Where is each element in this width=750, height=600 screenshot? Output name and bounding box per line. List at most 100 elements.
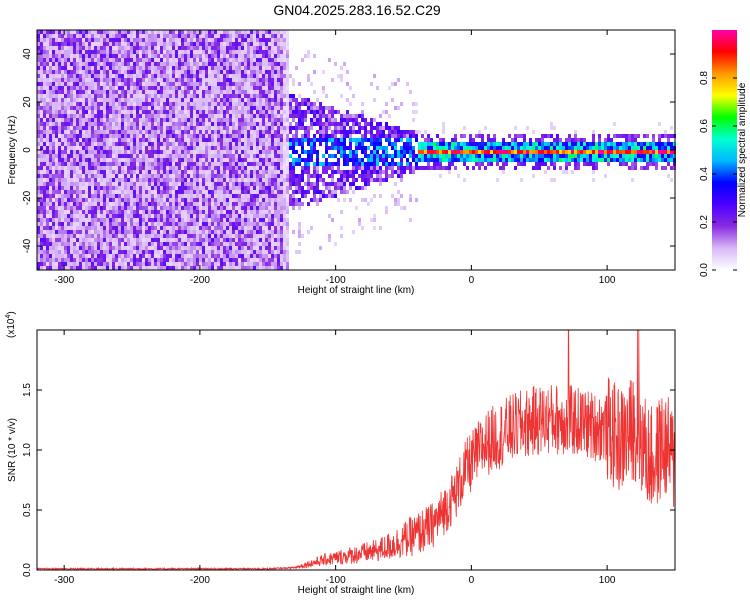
spectrogram-cell <box>181 42 184 46</box>
spectrogram-cell <box>130 50 133 54</box>
spectrogram-cell <box>280 162 283 166</box>
spectrogram-cell <box>94 34 97 38</box>
spectrogram-cell <box>229 142 232 146</box>
spectrogram-cell <box>208 154 211 158</box>
spectrogram-cell <box>121 222 124 226</box>
spectrogram-cell <box>46 214 49 218</box>
spectrogram-cell <box>223 34 226 38</box>
spectrogram-cell <box>79 62 82 66</box>
spectrogram-cell <box>178 110 181 114</box>
spectrogram-cell <box>226 66 229 70</box>
spectrogram-cell <box>271 206 274 210</box>
spectrogram-cell <box>154 58 157 62</box>
spectrogram-cell <box>106 126 109 130</box>
spectrogram-cell <box>265 258 268 262</box>
spectrogram-cell <box>64 58 67 62</box>
spectrogram-cell <box>76 206 79 210</box>
spectrogram-cell <box>178 238 181 242</box>
spectrogram-cell <box>130 166 133 170</box>
spectrogram-cell <box>40 234 43 238</box>
spectrogram-cell <box>103 150 106 154</box>
spectrogram-cell <box>70 158 73 162</box>
spectrogram-cell <box>253 186 256 190</box>
spectrogram-cell <box>82 58 85 62</box>
spectrogram-cell <box>250 250 253 254</box>
spectrogram-cell <box>121 50 124 54</box>
spectrogram-cell <box>280 222 283 226</box>
spectrogram-cell <box>271 102 274 106</box>
spectrogram-cell <box>127 138 130 142</box>
spectrogram-cell <box>139 30 142 34</box>
spectrogram-cell <box>91 126 94 130</box>
spectrogram-cell <box>163 138 166 142</box>
spectrogram-cell <box>250 150 253 154</box>
spectrogram-cell <box>82 134 85 138</box>
spectrogram-cell <box>253 94 256 98</box>
spectrogram-cell <box>214 138 217 142</box>
spectrogram-cell <box>148 86 151 90</box>
spectrogram-cell <box>160 174 163 178</box>
spectrogram-cell <box>232 226 235 230</box>
spectrogram-cell <box>181 254 184 258</box>
spectrogram-cell <box>190 110 193 114</box>
spectrogram-cell <box>247 254 250 258</box>
spectrogram-cell <box>268 238 271 242</box>
spectrogram-cell <box>94 234 97 238</box>
spectrogram-cell <box>268 202 271 206</box>
spectrogram-cell <box>151 218 154 222</box>
spectrogram-cell <box>229 94 232 98</box>
spectrogram-cell <box>52 58 55 62</box>
spectrogram-cell <box>193 130 196 134</box>
spectrogram-cell <box>118 190 121 194</box>
spectrogram-cell <box>184 114 187 118</box>
spectrogram-cell <box>112 94 115 98</box>
spectrogram-cell <box>151 234 154 238</box>
spectrogram-cell <box>181 126 184 130</box>
spectrogram-cell <box>271 266 274 270</box>
spectrogram-cell <box>229 90 232 94</box>
spectrogram-cell <box>109 102 112 106</box>
spectrogram-cell <box>202 150 205 154</box>
spectrogram-cell <box>208 42 211 46</box>
spectrogram-cell <box>46 90 49 94</box>
spectrogram-cell <box>178 90 181 94</box>
spectrogram-cell <box>265 250 268 254</box>
spectrogram-cell <box>142 150 145 154</box>
spectrogram-cell <box>79 174 82 178</box>
spectrogram-cell <box>262 210 265 214</box>
spectrogram-cell <box>151 138 154 142</box>
spectrogram-cell <box>199 90 202 94</box>
spectrogram-cell <box>220 154 223 158</box>
spectrogram-cell <box>52 150 55 154</box>
spectrogram-cell <box>205 78 208 82</box>
spectrogram-cell <box>202 126 205 130</box>
spectrogram-cell <box>49 226 52 230</box>
spectrogram-cell <box>190 58 193 62</box>
spectrogram-cell <box>178 134 181 138</box>
spectrogram-cell <box>103 258 106 262</box>
spectrogram-cell <box>208 182 211 186</box>
spectrogram-cell <box>268 82 271 86</box>
spectrogram-cell <box>196 70 199 74</box>
spectrogram-cell <box>58 134 61 138</box>
spectrogram-cell <box>274 114 277 118</box>
spectrogram-cell <box>52 154 55 158</box>
spectrogram-cell <box>190 258 193 262</box>
spectrogram-cell <box>67 106 70 110</box>
spectrogram-cell <box>280 54 283 58</box>
spectrogram-cell <box>253 142 256 146</box>
spectrogram-cell <box>217 74 220 78</box>
spectrogram-cell <box>178 38 181 42</box>
spectrogram-cell <box>163 234 166 238</box>
spectrogram-cell <box>271 118 274 122</box>
spectrogram-cell <box>202 122 205 126</box>
spectrogram-cell <box>238 146 241 150</box>
spectrogram-cell <box>274 46 277 50</box>
spectrogram-cell <box>160 170 163 174</box>
spectrogram-cell <box>91 62 94 66</box>
spectrogram-cell <box>220 94 223 98</box>
spectrogram-cell <box>166 214 169 218</box>
spectrogram-cell <box>151 86 154 90</box>
spectrogram-cell <box>130 86 133 90</box>
spectrogram-cell <box>136 198 139 202</box>
